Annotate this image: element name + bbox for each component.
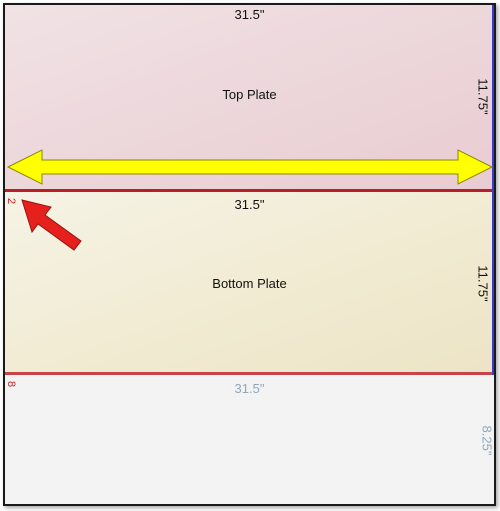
- top-plate-width-label: 31.5": [234, 7, 265, 22]
- bottom-plate-name: Bottom Plate: [212, 276, 287, 291]
- bottom-plate-marker: 2: [5, 197, 18, 205]
- remaining-width-label: 31.5": [234, 381, 265, 396]
- sheet-frame: 31.5" Top Plate 11.75" 31.5" Bottom Plat…: [3, 3, 496, 506]
- top-plate[interactable]: 31.5" Top Plate 11.75": [5, 5, 494, 189]
- top-plate-height-label: 11.75": [475, 78, 491, 115]
- remaining-marker: 8: [5, 380, 18, 388]
- bottom-plate[interactable]: 31.5" Bottom Plate 11.75" 2: [5, 189, 494, 375]
- bottom-plate-width-label: 31.5": [234, 197, 265, 212]
- remaining-height-label: 8.25": [479, 425, 495, 456]
- top-plate-name: Top Plate: [222, 87, 277, 102]
- bottom-plate-height-label: 11.75": [475, 265, 491, 302]
- remaining-stock[interactable]: 31.5" 8.25" 8: [5, 375, 495, 504]
- right-edge-line: [492, 5, 494, 375]
